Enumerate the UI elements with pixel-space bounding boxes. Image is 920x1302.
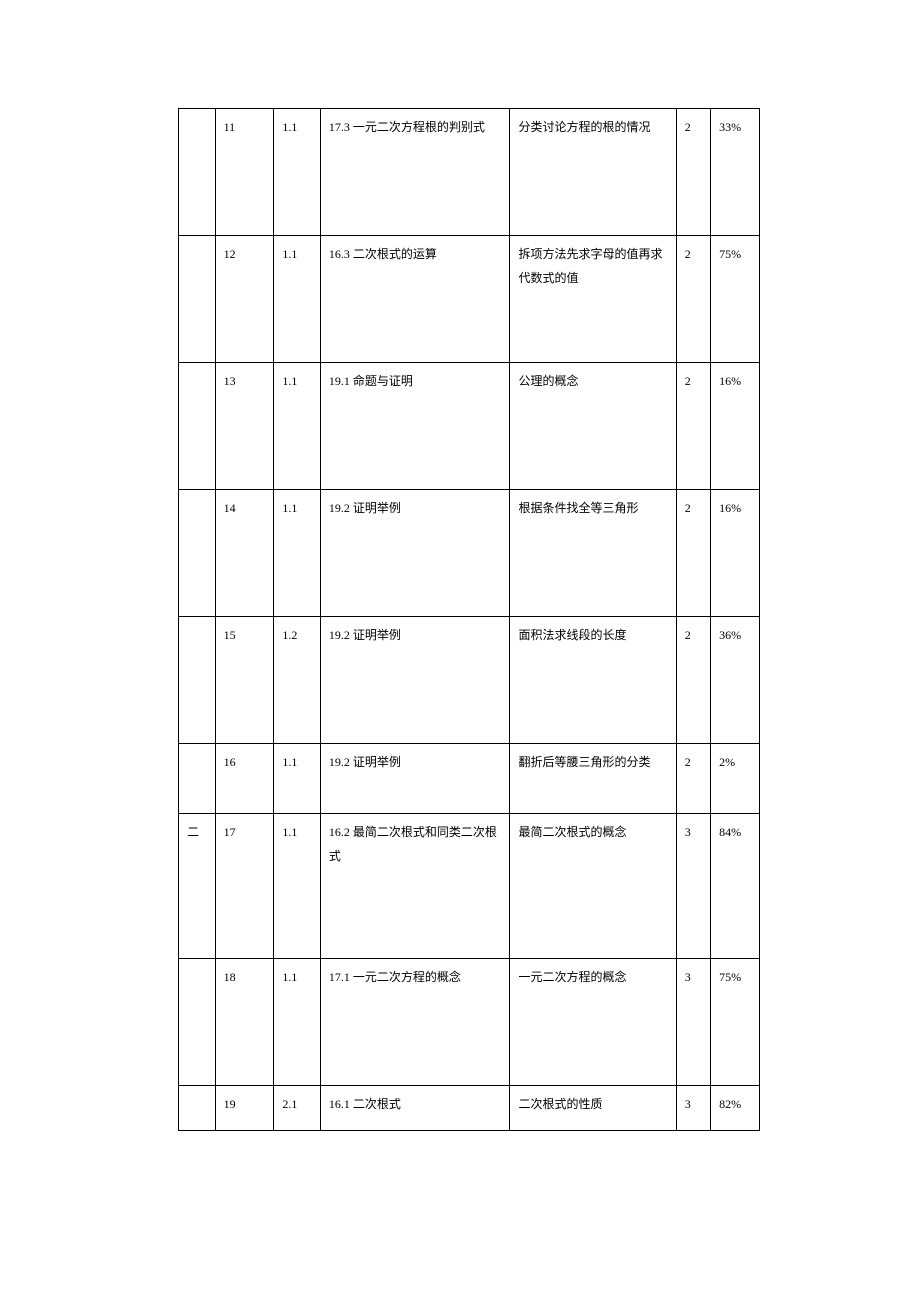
cell-pct: 36% bbox=[711, 617, 760, 744]
cell-code: 1.1 bbox=[274, 959, 321, 1086]
cell-desc: 公理的概念 bbox=[510, 363, 676, 490]
table-row: 181.117.1 一元二次方程的概念一元二次方程的概念375% bbox=[179, 959, 760, 1086]
cell-desc: 分类讨论方程的根的情况 bbox=[510, 109, 676, 236]
data-table: 111.117.3 一元二次方程根的判别式分类讨论方程的根的情况233%121.… bbox=[178, 108, 760, 1131]
cell-score: 3 bbox=[676, 814, 710, 959]
cell-section bbox=[179, 1086, 216, 1131]
cell-desc: 面积法求线段的长度 bbox=[510, 617, 676, 744]
cell-score: 2 bbox=[676, 236, 710, 363]
cell-topic: 16.3 二次根式的运算 bbox=[320, 236, 510, 363]
cell-topic: 19.1 命题与证明 bbox=[320, 363, 510, 490]
cell-num: 13 bbox=[215, 363, 274, 490]
cell-num: 11 bbox=[215, 109, 274, 236]
cell-pct: 2% bbox=[711, 744, 760, 814]
cell-num: 12 bbox=[215, 236, 274, 363]
table-row: 192.116.1 二次根式二次根式的性质382% bbox=[179, 1086, 760, 1131]
table-row: 141.119.2 证明举例根据条件找全等三角形216% bbox=[179, 490, 760, 617]
table-row: 121.116.3 二次根式的运算拆项方法先求字母的值再求代数式的值275% bbox=[179, 236, 760, 363]
cell-score: 2 bbox=[676, 617, 710, 744]
cell-section bbox=[179, 490, 216, 617]
cell-score: 2 bbox=[676, 490, 710, 617]
cell-score: 2 bbox=[676, 363, 710, 490]
cell-desc: 拆项方法先求字母的值再求代数式的值 bbox=[510, 236, 676, 363]
cell-topic: 19.2 证明举例 bbox=[320, 744, 510, 814]
cell-code: 1.1 bbox=[274, 236, 321, 363]
cell-score: 3 bbox=[676, 959, 710, 1086]
cell-pct: 16% bbox=[711, 363, 760, 490]
cell-code: 1.1 bbox=[274, 490, 321, 617]
cell-pct: 82% bbox=[711, 1086, 760, 1131]
cell-pct: 75% bbox=[711, 236, 760, 363]
cell-num: 17 bbox=[215, 814, 274, 959]
cell-section bbox=[179, 617, 216, 744]
cell-num: 18 bbox=[215, 959, 274, 1086]
table-row: 161.119.2 证明举例翻折后等腰三角形的分类22% bbox=[179, 744, 760, 814]
cell-topic: 19.2 证明举例 bbox=[320, 617, 510, 744]
cell-section bbox=[179, 109, 216, 236]
cell-topic: 19.2 证明举例 bbox=[320, 490, 510, 617]
cell-code: 2.1 bbox=[274, 1086, 321, 1131]
cell-pct: 84% bbox=[711, 814, 760, 959]
cell-topic: 16.2 最简二次根式和同类二次根式 bbox=[320, 814, 510, 959]
cell-section bbox=[179, 236, 216, 363]
cell-desc: 二次根式的性质 bbox=[510, 1086, 676, 1131]
cell-code: 1.1 bbox=[274, 109, 321, 236]
cell-section bbox=[179, 744, 216, 814]
cell-pct: 75% bbox=[711, 959, 760, 1086]
cell-topic: 17.3 一元二次方程根的判别式 bbox=[320, 109, 510, 236]
cell-pct: 33% bbox=[711, 109, 760, 236]
cell-topic: 16.1 二次根式 bbox=[320, 1086, 510, 1131]
cell-score: 3 bbox=[676, 1086, 710, 1131]
cell-code: 1.1 bbox=[274, 744, 321, 814]
cell-score: 2 bbox=[676, 744, 710, 814]
cell-desc: 根据条件找全等三角形 bbox=[510, 490, 676, 617]
cell-section bbox=[179, 363, 216, 490]
cell-code: 1.2 bbox=[274, 617, 321, 744]
table-body: 111.117.3 一元二次方程根的判别式分类讨论方程的根的情况233%121.… bbox=[179, 109, 760, 1131]
cell-num: 15 bbox=[215, 617, 274, 744]
cell-score: 2 bbox=[676, 109, 710, 236]
cell-pct: 16% bbox=[711, 490, 760, 617]
table-row: 131.119.1 命题与证明公理的概念216% bbox=[179, 363, 760, 490]
cell-topic: 17.1 一元二次方程的概念 bbox=[320, 959, 510, 1086]
cell-desc: 一元二次方程的概念 bbox=[510, 959, 676, 1086]
cell-section bbox=[179, 959, 216, 1086]
cell-code: 1.1 bbox=[274, 363, 321, 490]
cell-desc: 翻折后等腰三角形的分类 bbox=[510, 744, 676, 814]
cell-num: 19 bbox=[215, 1086, 274, 1131]
cell-code: 1.1 bbox=[274, 814, 321, 959]
cell-section: 二 bbox=[179, 814, 216, 959]
table-row: 二171.116.2 最简二次根式和同类二次根式最简二次根式的概念384% bbox=[179, 814, 760, 959]
table-row: 151.219.2 证明举例面积法求线段的长度236% bbox=[179, 617, 760, 744]
table-row: 111.117.3 一元二次方程根的判别式分类讨论方程的根的情况233% bbox=[179, 109, 760, 236]
cell-num: 14 bbox=[215, 490, 274, 617]
cell-desc: 最简二次根式的概念 bbox=[510, 814, 676, 959]
cell-num: 16 bbox=[215, 744, 274, 814]
